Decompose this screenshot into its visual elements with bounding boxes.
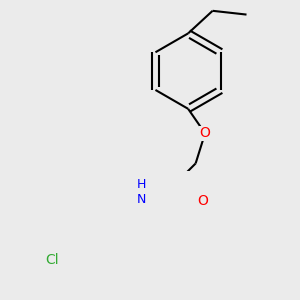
Text: H
N: H N [136,178,146,206]
Text: O: O [200,126,211,140]
Text: O: O [198,194,208,208]
Text: Cl: Cl [45,253,58,266]
